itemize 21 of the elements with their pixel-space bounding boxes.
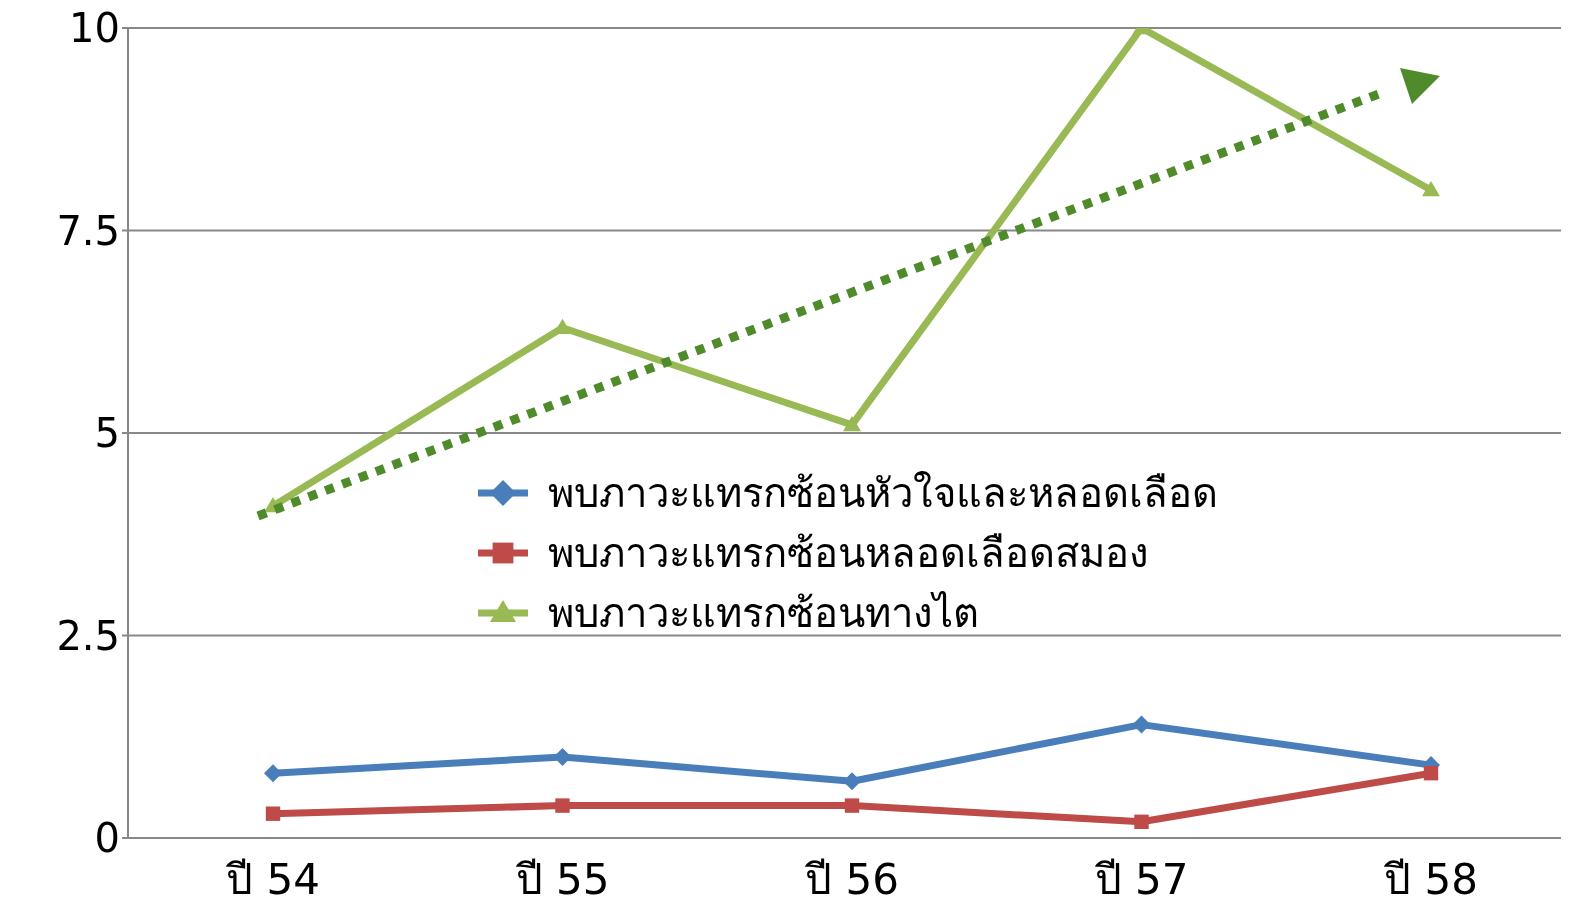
point <box>1422 181 1440 197</box>
x-tick-label: ปี 56 <box>804 854 899 904</box>
point <box>843 415 861 432</box>
point <box>1134 814 1149 829</box>
y-tick-label: 7.5 <box>56 207 120 254</box>
legend-label: พบภาวะแทรกซ้อนหลอดเลือดสมอง <box>548 529 1149 578</box>
x-tick-label: ปี 57 <box>1093 854 1189 904</box>
legend-label: พบภาวะแทรกซ้อนทางไต <box>548 589 979 638</box>
y-tick-label: 5 <box>94 410 120 457</box>
point <box>844 798 860 813</box>
x-tick-label: ปี 55 <box>514 854 610 904</box>
y-tick-label: 10 <box>69 5 120 52</box>
x-tick-label: ปี 54 <box>225 854 320 904</box>
y-tick-label: 0 <box>94 815 120 862</box>
point <box>265 806 281 821</box>
point <box>1423 766 1439 781</box>
legend-label: พบภาวะแทรกซ้อนหัวใจและหลอดเลือด <box>548 469 1218 518</box>
y-tick-label: 2.5 <box>56 612 120 659</box>
point <box>1132 715 1151 734</box>
point <box>555 798 570 813</box>
x-tick-label: ปี 58 <box>1383 854 1478 904</box>
